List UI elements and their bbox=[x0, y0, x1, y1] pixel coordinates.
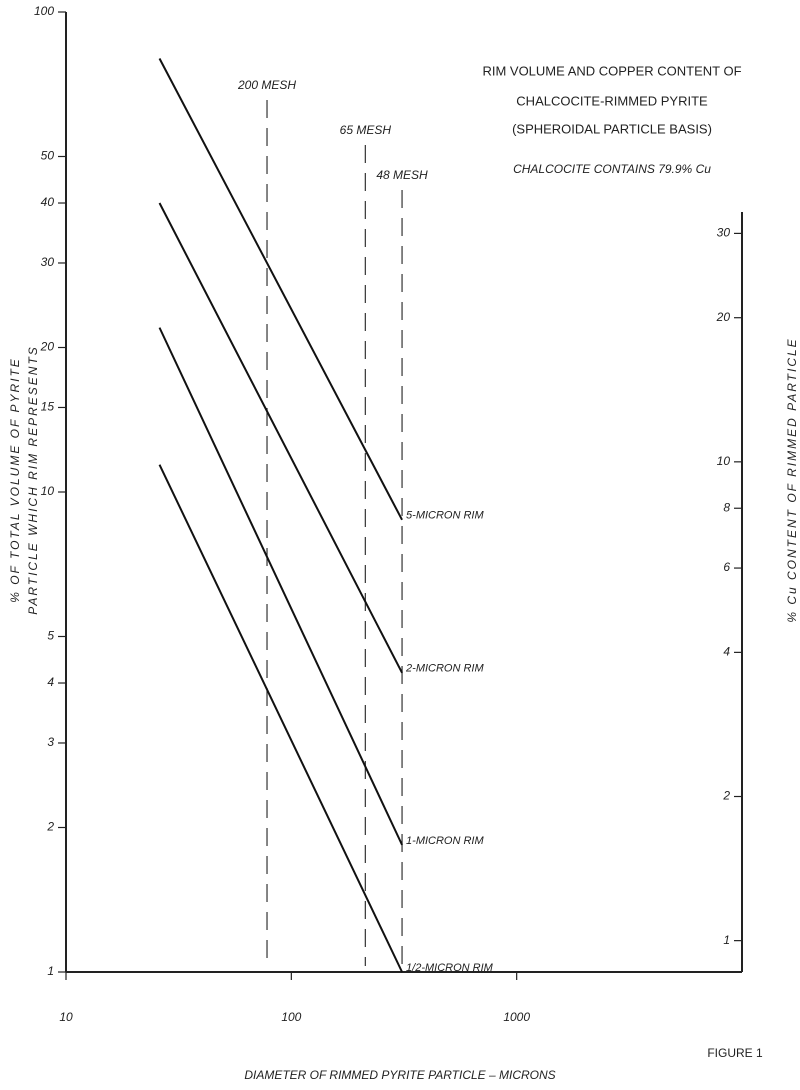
y-tick-label: 4 bbox=[47, 675, 54, 689]
y2-tick-label: 6 bbox=[723, 560, 730, 574]
series-label: 2-MICRON RIM bbox=[405, 663, 484, 675]
subtitle: CHALCOCITE CONTAINS 79.9% Cu bbox=[513, 162, 711, 176]
chart-title-line: (SPHEROIDAL PARTICLE BASIS) bbox=[512, 121, 712, 136]
y-tick-label: 1 bbox=[47, 964, 54, 978]
y-tick-label: 50 bbox=[41, 149, 55, 163]
mesh-label: 200 MESH bbox=[237, 78, 296, 92]
chart-title-line: CHALCOCITE-RIMMED PYRITE bbox=[516, 93, 708, 108]
series-line bbox=[158, 464, 403, 973]
x-axis-label: DIAMETER OF RIMMED PYRITE PARTICLE – MIC… bbox=[244, 1068, 555, 1082]
y-axis-label-line: % OF TOTAL VOLUME OF PYRITE bbox=[8, 357, 22, 603]
mesh-label: 48 MESH bbox=[376, 168, 428, 182]
y2-tick-label: 30 bbox=[717, 226, 731, 240]
figure-label: FIGURE 1 bbox=[707, 1046, 763, 1060]
y-tick-label: 100 bbox=[34, 4, 54, 18]
y-tick-label: 30 bbox=[41, 255, 55, 269]
y-tick-label: 20 bbox=[40, 340, 55, 354]
series-label: 1-MICRON RIM bbox=[406, 835, 484, 847]
series-line bbox=[158, 327, 403, 846]
x-tick-label: 100 bbox=[281, 1010, 301, 1024]
series-label: 5-MICRON RIM bbox=[406, 510, 484, 522]
x-tick-label: 1000 bbox=[503, 1010, 530, 1024]
y-axis-label-line: PARTICLE WHICH RIM REPRESENTS bbox=[26, 345, 40, 615]
y2-tick-label: 20 bbox=[716, 310, 731, 324]
chart-title-line: RIM VOLUME AND COPPER CONTENT OF bbox=[482, 63, 741, 78]
y2-tick-label: 1 bbox=[723, 933, 730, 947]
y-tick-label: 5 bbox=[47, 629, 54, 643]
series-label: 1/2-MICRON RIM bbox=[406, 962, 494, 974]
series-line bbox=[158, 202, 403, 674]
y-tick-label: 3 bbox=[47, 735, 54, 749]
series-line bbox=[158, 58, 403, 521]
y-tick-label: 2 bbox=[46, 820, 54, 834]
mesh-label: 65 MESH bbox=[340, 123, 392, 137]
y2-tick-label: 8 bbox=[723, 500, 730, 514]
x-tick-label: 10 bbox=[59, 1010, 73, 1024]
y2-tick-label: 2 bbox=[722, 789, 730, 803]
y2-tick-label: 4 bbox=[723, 645, 730, 659]
y-tick-label: 40 bbox=[41, 195, 55, 209]
y-tick-label: 15 bbox=[41, 400, 55, 414]
y2-tick-label: 10 bbox=[717, 454, 731, 468]
y-tick-label: 10 bbox=[41, 484, 55, 498]
y2-axis-label: % Cu CONTENT OF RIMMED PARTICLE bbox=[785, 337, 799, 622]
